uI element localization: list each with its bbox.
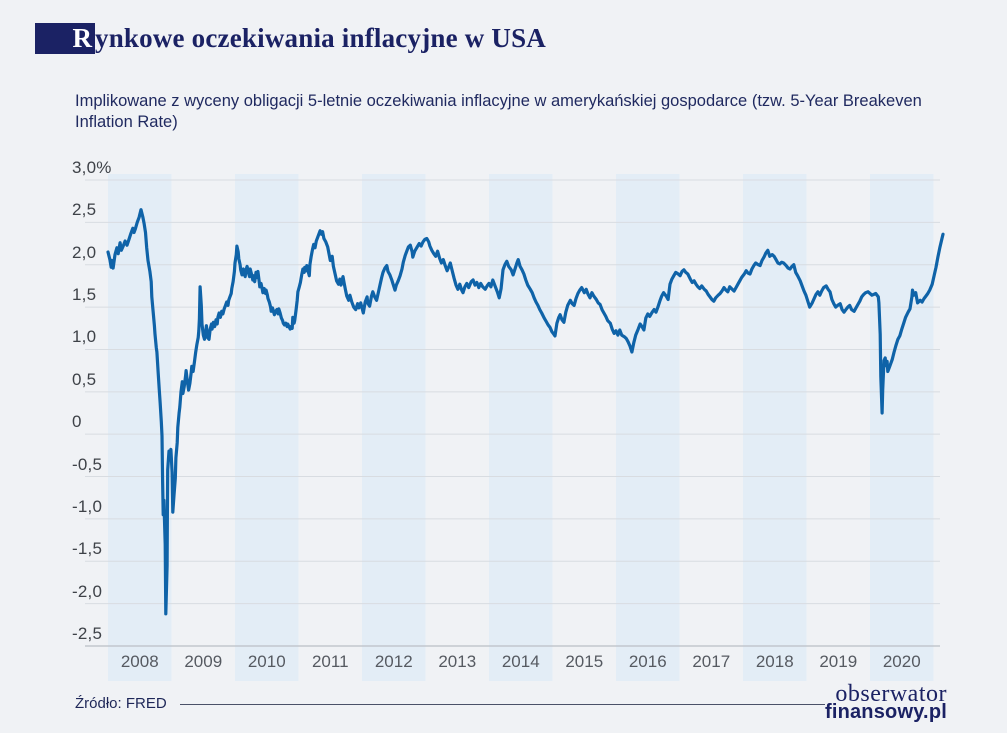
year-band-2020 xyxy=(870,174,934,681)
brand-line2: finansowy.pl xyxy=(824,701,947,723)
title-initial-block: R xyxy=(35,23,95,54)
y-tick-label: -1,5 xyxy=(72,539,103,559)
y-tick-label: -1,0 xyxy=(72,496,103,516)
y-tick-label: -2,5 xyxy=(72,623,103,643)
y-tick-label: 2,0 xyxy=(72,242,97,262)
series-breakeven-rate xyxy=(106,208,945,616)
y-tick-label: 2,5 xyxy=(72,200,97,220)
y-tick-label: 0,5 xyxy=(72,369,97,389)
x-tick-label: 2014 xyxy=(501,652,540,671)
y-tick-label: 1,0 xyxy=(72,327,97,347)
y-tick-label: 1,5 xyxy=(72,285,97,305)
year-band-2014 xyxy=(489,174,553,681)
x-tick-label: 2011 xyxy=(311,652,349,671)
brand-line1: obserwator xyxy=(835,681,947,707)
page-title: R ynkowe oczekiwania inflacyjne w USA xyxy=(35,23,546,54)
x-tick-label: 2009 xyxy=(184,652,223,671)
x-tick-label: 2016 xyxy=(628,652,667,671)
year-band-2016 xyxy=(616,174,680,681)
source-label: Źródło: FRED xyxy=(75,695,167,712)
y-tick-label: 3,0% xyxy=(72,158,112,177)
x-tick-label: 2020 xyxy=(882,652,921,671)
brand-logo: obserwator finansowy.pl xyxy=(727,681,947,723)
x-tick-label: 2010 xyxy=(247,652,286,671)
year-band-2010 xyxy=(235,174,299,681)
x-tick-label: 2012 xyxy=(374,652,413,671)
x-tick-label: 2008 xyxy=(120,652,159,671)
y-tick-label: -0,5 xyxy=(72,454,103,474)
x-tick-label: 2019 xyxy=(819,652,858,671)
y-tick-label: -2,0 xyxy=(72,581,103,601)
x-tick-label: 2015 xyxy=(565,652,604,671)
x-tick-label: 2018 xyxy=(755,652,794,671)
chart-subtitle: Implikowane z wyceny obligacji 5-letnie … xyxy=(75,92,922,131)
y-tick-label: 0 xyxy=(72,412,82,432)
x-tick-label: 2017 xyxy=(692,652,731,671)
year-band-2018 xyxy=(743,174,807,681)
title-initial: R xyxy=(72,23,93,53)
year-band-2012 xyxy=(362,174,426,681)
x-tick-label: 2013 xyxy=(438,652,477,671)
footer-divider xyxy=(180,704,825,705)
title-text: ynkowe oczekiwania inflacyjne w USA xyxy=(95,23,546,53)
